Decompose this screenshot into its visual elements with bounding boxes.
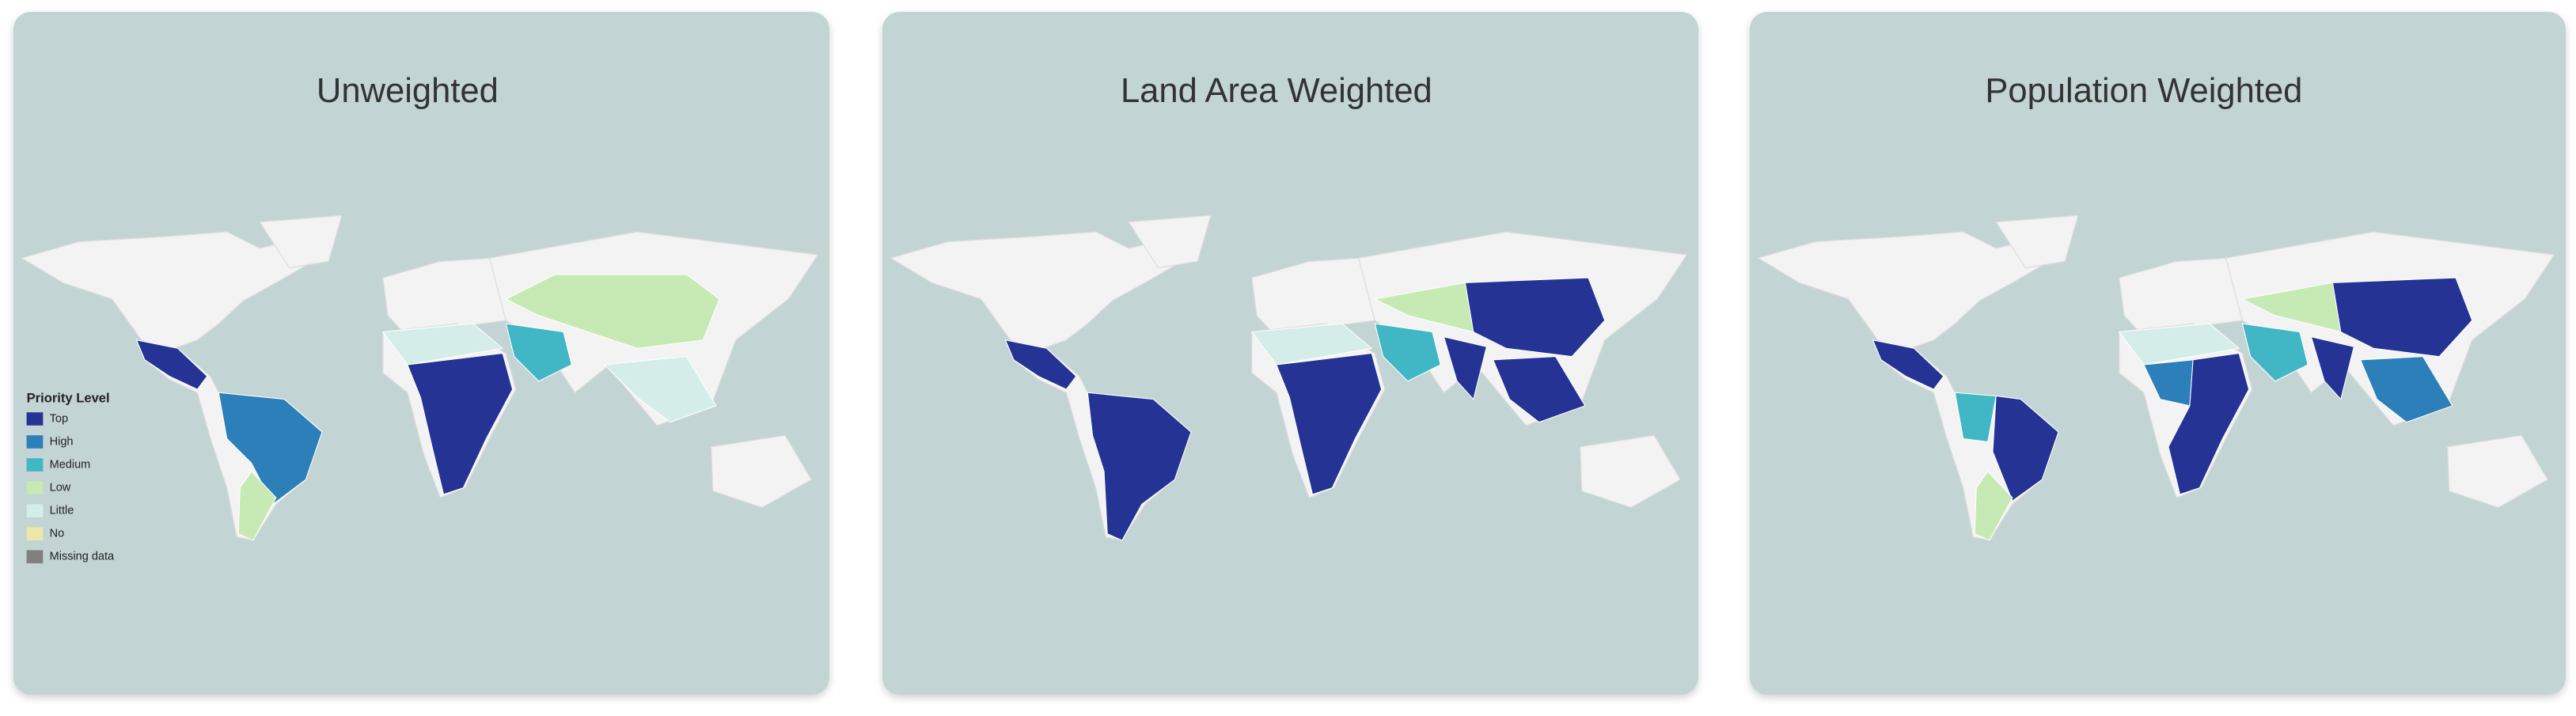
region	[1492, 356, 1586, 423]
legend-swatch	[26, 527, 44, 540]
region	[1992, 395, 2059, 502]
region	[407, 352, 514, 495]
regions	[135, 274, 720, 541]
region	[1087, 392, 1192, 541]
map: Unweighted Priority Level Top High Medium L…	[21, 72, 819, 564]
region	[2359, 356, 2453, 423]
map-panel: Land Area Weighted	[882, 12, 1698, 695]
region	[1004, 339, 1077, 390]
region	[2118, 323, 2240, 366]
legend-swatch	[26, 412, 44, 426]
legend-label: Low	[50, 481, 71, 494]
panel-title: Unweighted	[317, 72, 499, 110]
legend-label: No	[50, 528, 65, 540]
region	[603, 356, 717, 423]
region	[2241, 323, 2309, 382]
region	[1443, 336, 1488, 400]
region	[1250, 323, 1373, 366]
region	[505, 274, 720, 349]
regions	[1004, 277, 1606, 541]
region	[1374, 323, 1441, 382]
panel-title: Land Area Weighted	[1121, 72, 1432, 110]
panel-title: Population Weighted	[1985, 72, 2302, 110]
region	[218, 392, 323, 506]
map: Land Area Weighted	[890, 72, 1688, 541]
legend-label: Top	[50, 412, 68, 425]
legend-label: High	[50, 435, 74, 448]
legend-swatch	[26, 458, 44, 472]
region	[1872, 339, 1944, 390]
region	[1276, 352, 1383, 495]
legend-swatch	[26, 550, 44, 564]
region	[381, 323, 504, 366]
legend-label: Missing data	[50, 551, 115, 563]
region	[1954, 392, 1997, 443]
legend-swatch	[26, 481, 44, 494]
region	[2168, 352, 2250, 495]
map: Population Weighted	[1757, 72, 2555, 541]
legend-label: Medium	[50, 458, 91, 471]
legend-title: Priority Level	[27, 391, 110, 406]
map-panel: Unweighted Priority Level Top High Medium L…	[13, 12, 829, 695]
legend-label: Little	[50, 504, 74, 517]
region	[237, 471, 277, 541]
legend: Priority Level Top High Medium Low Little No M…	[26, 391, 115, 564]
region	[505, 323, 572, 382]
map-panel: Population Weighted	[1750, 12, 2566, 695]
region	[135, 339, 208, 390]
region	[1974, 471, 2013, 541]
region	[2331, 277, 2473, 358]
legend-swatch	[26, 504, 44, 517]
region	[1464, 277, 1606, 358]
legend-swatch	[26, 435, 44, 449]
region	[2310, 336, 2355, 400]
regions	[1872, 277, 2473, 541]
